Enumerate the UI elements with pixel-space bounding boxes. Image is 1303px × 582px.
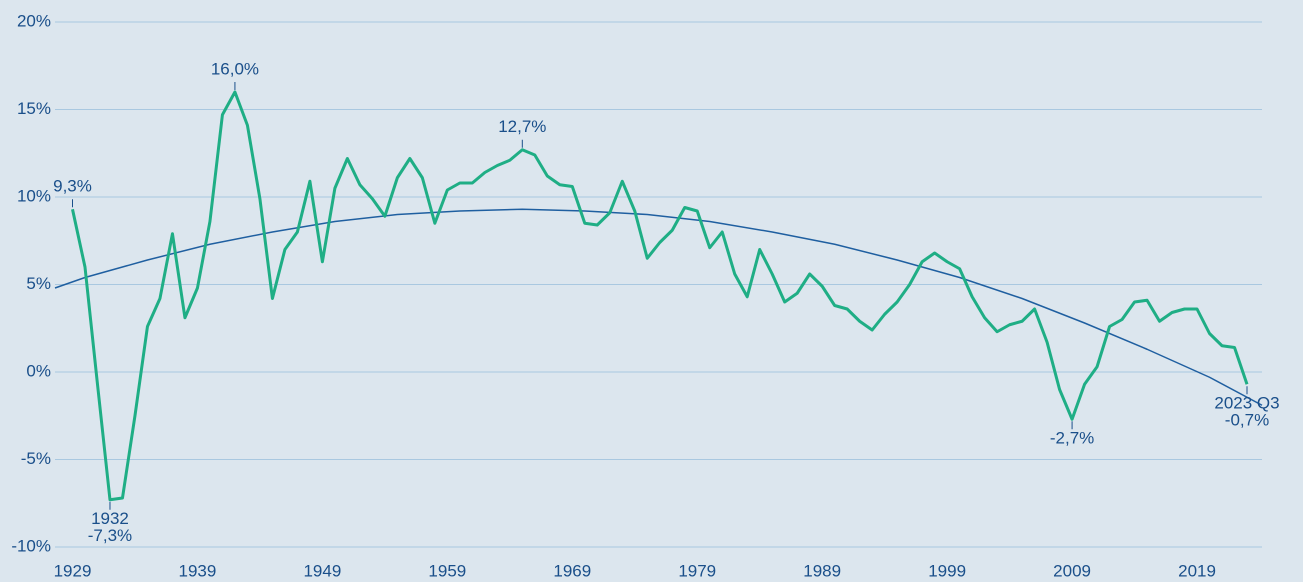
trend-line <box>54 208 1263 406</box>
value-label: 9,3% <box>53 177 92 196</box>
annotation: 2023 Q3 <box>1214 394 1279 413</box>
x-tick-label: 1969 <box>553 561 591 580</box>
x-tick-label: 1989 <box>803 561 841 580</box>
x-tick-label: 1949 <box>303 561 341 580</box>
value-label: 16,0% <box>211 59 259 78</box>
y-tick-label: 15% <box>17 99 51 118</box>
y-tick-label: 5% <box>26 274 51 293</box>
data-line <box>71 90 1249 502</box>
y-tick-label: 20% <box>17 11 51 30</box>
value-label: -2,7% <box>1050 429 1094 448</box>
y-tick-label: 0% <box>26 361 51 380</box>
y-tick-label: -5% <box>21 449 51 468</box>
x-tick-label: 1929 <box>54 561 92 580</box>
y-tick-label: -10% <box>11 536 51 555</box>
value-label: -7,3% <box>88 526 132 545</box>
x-tick-label: 1999 <box>928 561 966 580</box>
x-tick-label: 1979 <box>678 561 716 580</box>
value-label: 12,7% <box>498 117 546 136</box>
x-tick-label: 2009 <box>1053 561 1091 580</box>
x-tick-label: 1959 <box>428 561 466 580</box>
x-tick-label: 2019 <box>1178 561 1216 580</box>
x-tick-label: 1939 <box>179 561 217 580</box>
value-label: -0,7% <box>1225 411 1269 430</box>
y-tick-label: 10% <box>17 186 51 205</box>
annotation: 1932 <box>91 509 129 528</box>
